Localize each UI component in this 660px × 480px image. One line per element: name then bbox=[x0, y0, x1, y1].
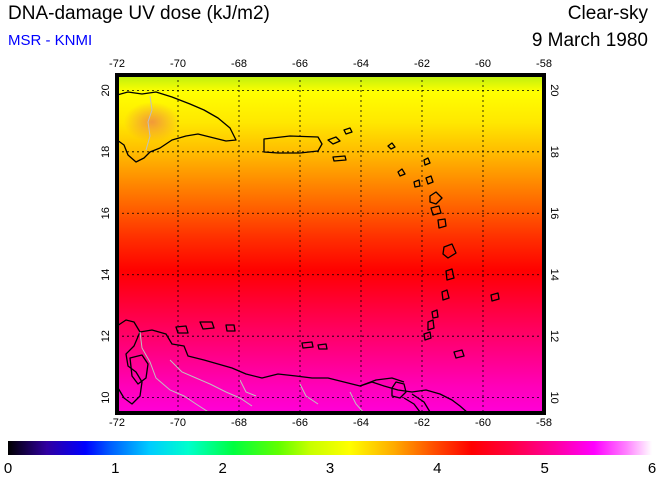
lat-tick-label: 14 bbox=[100, 269, 112, 281]
lat-tick-label: 16 bbox=[548, 207, 560, 219]
lon-tick-label: -68 bbox=[231, 58, 247, 70]
lon-tick-label: -72 bbox=[109, 58, 125, 70]
lat-tick-label: 14 bbox=[548, 269, 560, 281]
lat-tick-label: 10 bbox=[548, 392, 560, 404]
lat-lon-grid bbox=[117, 75, 544, 413]
border-venezuela-states bbox=[169, 359, 365, 413]
colorbar-tick-label: 4 bbox=[433, 460, 442, 477]
lat-tick-label: 12 bbox=[100, 330, 112, 342]
coast-lesser-antilles bbox=[387, 142, 500, 341]
lon-tick-label: -58 bbox=[536, 417, 552, 429]
coast-maracaibo bbox=[117, 319, 143, 405]
map-title: DNA-damage UV dose (kJ/m2) bbox=[8, 3, 270, 24]
lon-tick-label: -60 bbox=[475, 417, 491, 429]
colorbar-tick-label: 2 bbox=[218, 460, 227, 477]
lat-tick-label: 10 bbox=[100, 392, 112, 404]
lon-tick-label: -64 bbox=[353, 417, 369, 429]
coast-trinidad bbox=[391, 381, 407, 399]
lon-tick-label: -72 bbox=[109, 417, 125, 429]
lon-tick-label: -66 bbox=[292, 58, 308, 70]
map-date: 9 March 1980 bbox=[531, 30, 648, 51]
coast-puerto-rico bbox=[263, 135, 323, 154]
coast-delta bbox=[403, 393, 431, 413]
colorbar-tick-label: 0 bbox=[3, 460, 13, 477]
source-label: MSR - KNMI bbox=[8, 32, 93, 49]
colorbar bbox=[8, 441, 652, 455]
uv-hotspot bbox=[124, 102, 180, 142]
coast-virgin-islands bbox=[327, 127, 353, 162]
longitude-labels-bottom: -72 -70 -68 -66 -64 -62 -60 -58 bbox=[109, 417, 552, 429]
lon-tick-label: -70 bbox=[170, 58, 186, 70]
lat-tick-label: 18 bbox=[100, 146, 112, 158]
lon-tick-label: -70 bbox=[170, 417, 186, 429]
lon-tick-label: -60 bbox=[475, 58, 491, 70]
lon-tick-label: -68 bbox=[231, 417, 247, 429]
longitude-labels-top: -72 -70 -68 -66 -64 -62 -60 -58 bbox=[109, 58, 552, 70]
colorbar-tick-label: 6 bbox=[647, 460, 657, 477]
colorbar-tick-label: 3 bbox=[325, 460, 335, 477]
uv-dose-map: -72 -70 -68 -66 -64 -62 -60 -58 -72 -70 -68 -66 -64… bbox=[100, 58, 560, 429]
sky-condition: Clear-sky bbox=[567, 3, 648, 24]
lon-tick-label: -62 bbox=[414, 58, 430, 70]
lon-tick-label: -62 bbox=[414, 417, 430, 429]
lat-tick-label: 20 bbox=[100, 84, 112, 96]
latitude-labels-left: 10 12 14 16 18 20 bbox=[100, 84, 112, 404]
lon-tick-label: -58 bbox=[536, 58, 552, 70]
coast-hispaniola bbox=[117, 91, 237, 163]
colorbar-tick-label: 1 bbox=[111, 460, 120, 477]
lon-tick-label: -64 bbox=[353, 58, 369, 70]
lon-tick-label: -66 bbox=[292, 417, 308, 429]
borders bbox=[139, 95, 365, 413]
colorbar-tick-label: 5 bbox=[540, 460, 549, 477]
lat-tick-label: 18 bbox=[548, 146, 560, 158]
coast-venezuela bbox=[139, 329, 469, 413]
border-colombia-venezuela bbox=[139, 331, 211, 413]
lat-tick-label: 20 bbox=[548, 84, 560, 96]
coast-lake-maracaibo bbox=[129, 354, 149, 385]
border-haiti-dr bbox=[145, 95, 153, 151]
latitude-labels-right: 10 12 14 16 18 20 bbox=[548, 84, 560, 404]
coastlines bbox=[117, 91, 500, 413]
lat-tick-label: 16 bbox=[100, 207, 112, 219]
lat-tick-label: 12 bbox=[548, 330, 560, 342]
map-frame bbox=[115, 73, 546, 415]
coast-abc-islands bbox=[175, 321, 465, 359]
coast-paria bbox=[359, 377, 405, 387]
uv-field bbox=[117, 75, 544, 413]
